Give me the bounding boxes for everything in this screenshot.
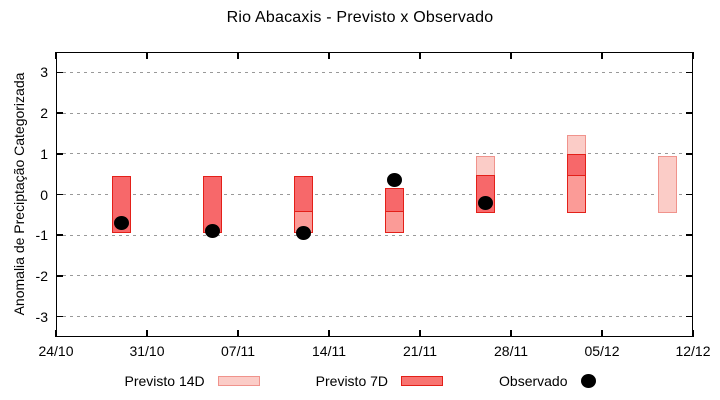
chart-title: Rio Abacaxis - Previsto x Observado bbox=[226, 9, 494, 26]
legend-label-previsto-7d: Previsto 7D bbox=[315, 373, 389, 389]
forecast-bar-segment bbox=[566, 135, 586, 156]
x-axis-tick-top bbox=[55, 52, 57, 59]
legend-swatch-previsto-14d bbox=[217, 376, 260, 386]
legend-swatch-observado-dot bbox=[580, 374, 596, 388]
y-axis-tick-left bbox=[56, 275, 63, 277]
x-tick-label: 14/11 bbox=[312, 343, 346, 359]
x-axis-tick-bottom bbox=[692, 330, 694, 337]
x-axis-tick-top bbox=[237, 52, 239, 59]
chart-legend: Previsto 14D Previsto 7D Observado bbox=[0, 367, 720, 395]
y-axis-tick-left bbox=[56, 234, 63, 236]
x-axis-tick-bottom bbox=[328, 330, 330, 337]
y-tick-label: -1 bbox=[35, 227, 48, 244]
y-tick-label: 3 bbox=[40, 64, 48, 81]
forecast-bar-segment bbox=[293, 176, 313, 213]
gridline bbox=[56, 71, 693, 73]
gridline bbox=[56, 112, 693, 114]
x-axis-tick-bottom bbox=[55, 330, 57, 337]
forecast-bar-segment bbox=[384, 211, 404, 234]
x-axis-tick-top bbox=[328, 52, 330, 59]
gridline bbox=[56, 275, 693, 277]
x-tick-label: 12/12 bbox=[675, 343, 711, 359]
y-tick-label: 2 bbox=[40, 105, 48, 122]
gridline bbox=[56, 194, 693, 195]
y-tick-label: -2 bbox=[35, 267, 48, 284]
x-axis-tick-bottom bbox=[601, 330, 603, 337]
legend-item-previsto-7d: Previsto 7D bbox=[315, 373, 444, 389]
observed-dot bbox=[386, 173, 402, 188]
x-axis-tick-bottom bbox=[419, 330, 421, 337]
y-axis-tick-right bbox=[686, 234, 693, 236]
y-axis-tick-left bbox=[56, 71, 63, 74]
legend-label-observado: Observado bbox=[499, 373, 568, 389]
observed-dot bbox=[295, 226, 311, 241]
gridline bbox=[56, 234, 693, 236]
y-tick-label: -3 bbox=[35, 308, 48, 325]
y-axis-tick-right bbox=[686, 71, 693, 74]
x-tick-label: 21/11 bbox=[403, 343, 437, 359]
y-axis-tick-left bbox=[56, 193, 63, 196]
x-tick-label: 28/11 bbox=[494, 343, 528, 359]
x-tick-label: 07/11 bbox=[221, 343, 255, 359]
x-axis-tick-bottom bbox=[510, 330, 512, 337]
legend-item-observado: Observado bbox=[499, 373, 596, 389]
x-axis-tick-top bbox=[601, 52, 603, 59]
forecast-bar-segment bbox=[475, 155, 495, 177]
observed-dot bbox=[204, 224, 220, 239]
x-tick-label: 05/12 bbox=[584, 343, 620, 359]
x-axis-tick-top bbox=[146, 52, 148, 59]
y-axis-tick-left bbox=[56, 153, 63, 155]
y-axis-tick-left bbox=[56, 112, 63, 114]
forecast-bar-segment bbox=[566, 154, 586, 177]
x-axis-tick-top bbox=[692, 52, 694, 59]
x-axis-tick-top bbox=[510, 52, 512, 59]
legend-swatch-previsto-7d bbox=[401, 376, 444, 386]
x-tick-label: 24/10 bbox=[38, 343, 74, 359]
forecast-bar-segment bbox=[566, 174, 586, 213]
y-axis-tick-right bbox=[686, 275, 693, 277]
y-axis-tick-right bbox=[686, 153, 693, 155]
gridline bbox=[56, 153, 693, 155]
legend-label-previsto-14d: Previsto 14D bbox=[124, 373, 205, 389]
legend-item-previsto-14d: Previsto 14D bbox=[125, 373, 260, 389]
forecast-bar-segment bbox=[657, 155, 677, 213]
y-axis-tick-right bbox=[686, 315, 693, 318]
x-axis-tick-bottom bbox=[237, 330, 239, 337]
gridline bbox=[56, 316, 693, 318]
x-tick-label: 31/10 bbox=[129, 343, 165, 359]
y-axis-tick-right bbox=[686, 193, 693, 196]
x-axis-tick-bottom bbox=[146, 330, 148, 337]
forecast-bar-segment bbox=[384, 188, 404, 213]
y-axis-tick-left bbox=[56, 315, 63, 318]
y-axis-tick-right bbox=[686, 112, 693, 114]
observed-dot bbox=[477, 195, 493, 210]
observed-dot bbox=[113, 216, 129, 230]
y-tick-label: 1 bbox=[40, 145, 48, 162]
x-axis-tick-top bbox=[419, 52, 421, 59]
y-tick-label: 0 bbox=[40, 186, 48, 203]
